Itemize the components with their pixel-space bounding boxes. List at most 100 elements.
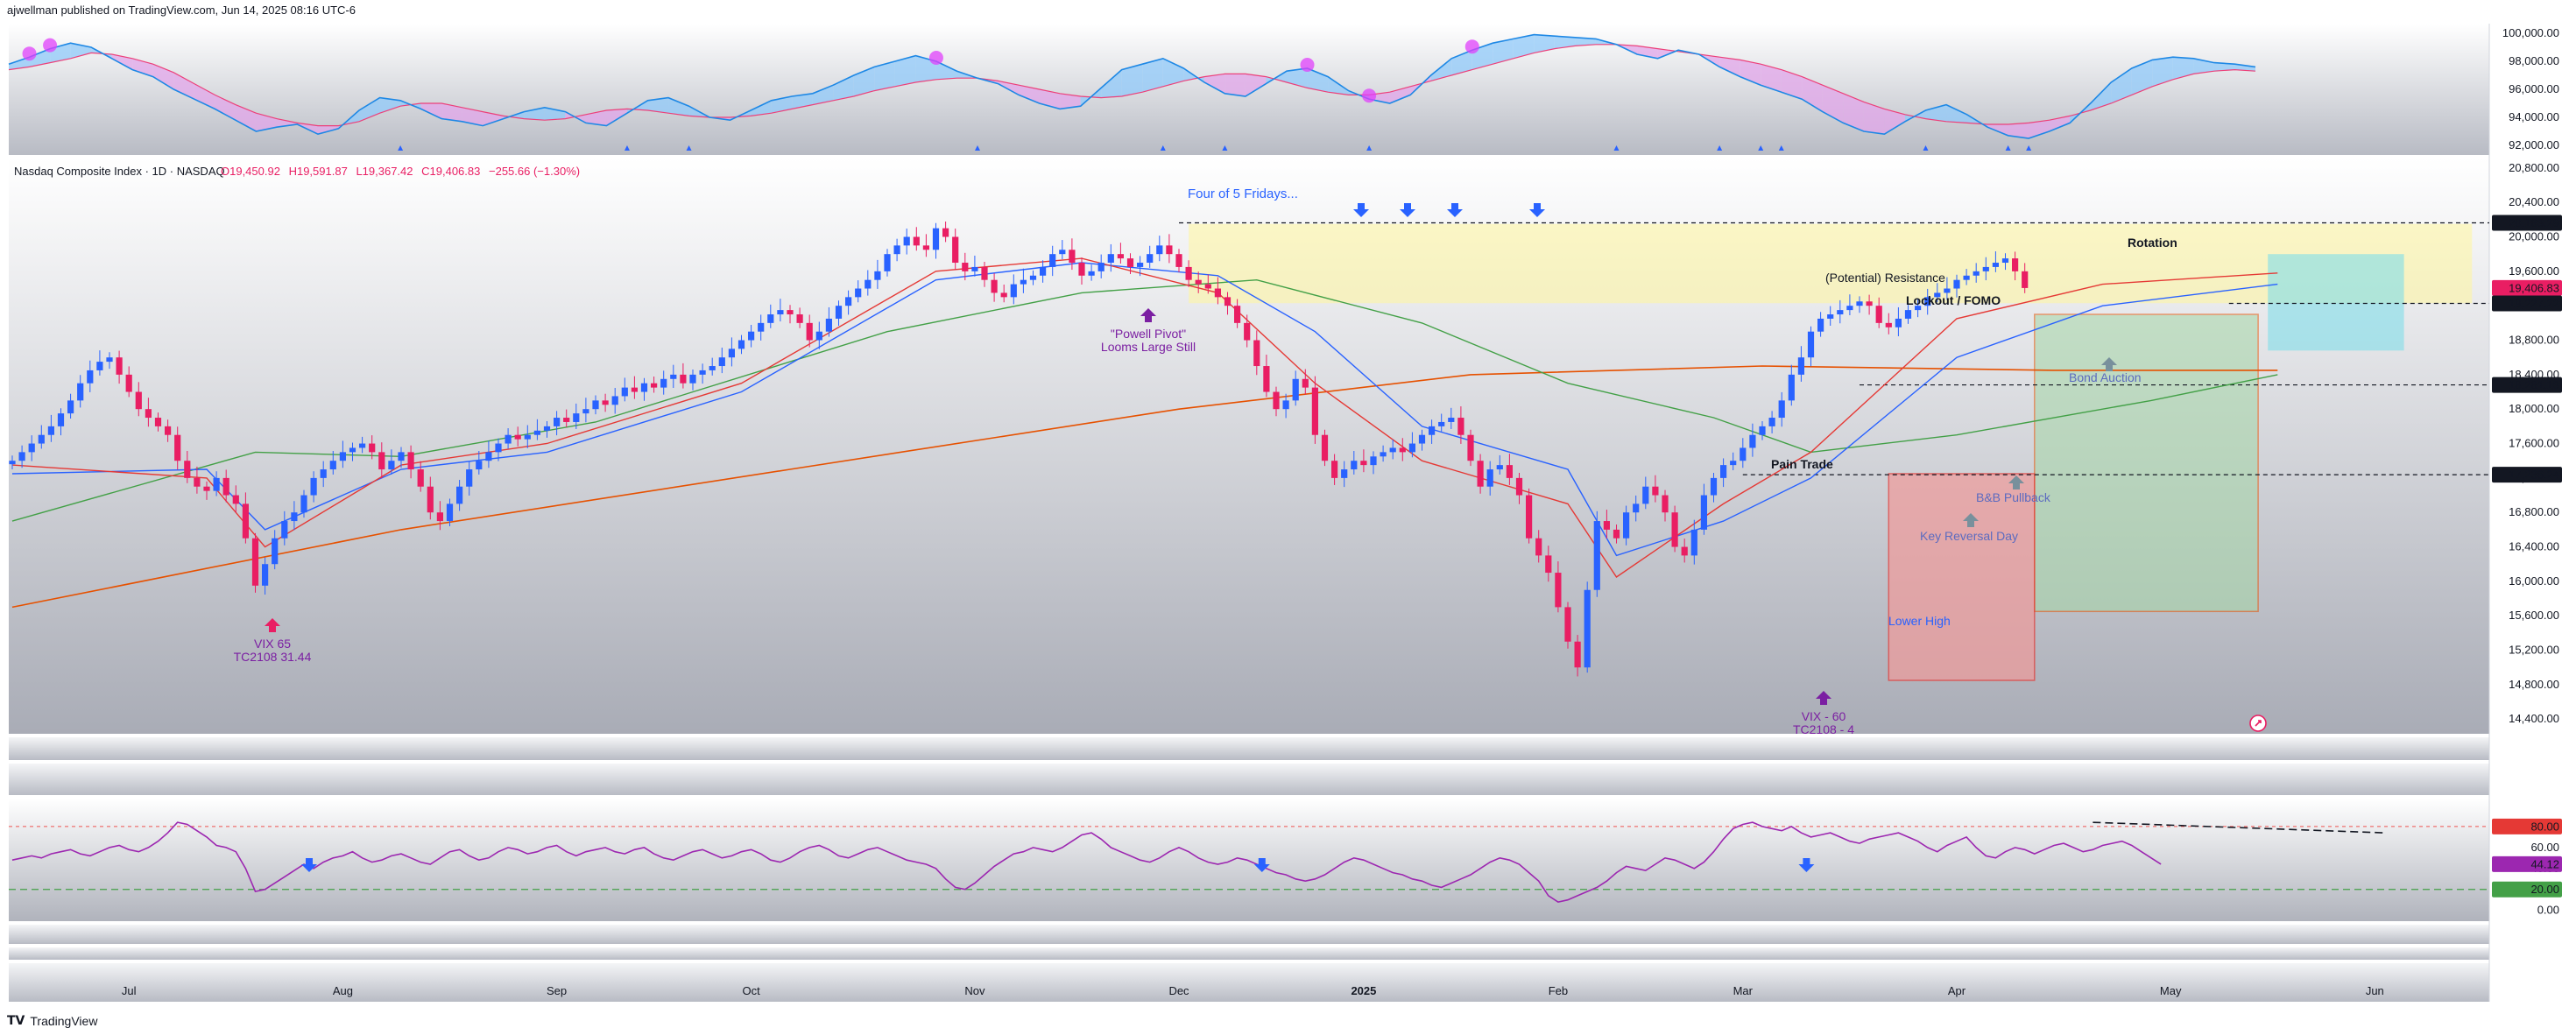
candle-body — [125, 374, 132, 392]
candle-down — [369, 435, 376, 460]
candle-body — [573, 413, 580, 422]
candle-up — [611, 388, 618, 414]
candlestick-series — [9, 222, 2029, 677]
candle-down — [1175, 249, 1182, 272]
cloud-bullish — [1121, 64, 1143, 96]
candle-body — [1331, 461, 1338, 478]
tradingview-logo-icon[interactable]: TV — [7, 1014, 25, 1028]
candle-up — [592, 395, 599, 415]
signal-dot — [1464, 39, 1479, 54]
candle-body — [1827, 314, 1834, 319]
signal-triangle — [624, 145, 630, 151]
candle-up — [1418, 429, 1426, 451]
axis-badge-bg — [2492, 855, 2562, 872]
candle-body — [893, 245, 900, 255]
candle-body — [1963, 275, 1970, 280]
candle-down — [251, 532, 259, 593]
annotation-pain-trade: Pain Trade — [1771, 457, 1833, 471]
candle-body — [1020, 279, 1027, 285]
candle-down — [922, 234, 929, 257]
candle-body — [291, 512, 298, 522]
cloud-bearish — [1245, 74, 1267, 96]
cloud-bullish — [1493, 39, 1514, 65]
cloud-bearish — [606, 109, 627, 126]
candle-up — [777, 299, 784, 322]
candle-body — [777, 310, 784, 315]
candle-body — [505, 434, 512, 444]
candle-body — [1778, 400, 1785, 419]
cloud-bullish — [1513, 34, 1535, 59]
signal-triangle — [1778, 145, 1784, 151]
candle-body — [1195, 279, 1202, 285]
footer-brand[interactable]: TradingView — [30, 1014, 98, 1028]
cloud-bullish — [1534, 34, 1555, 53]
time-axis[interactable]: JulAugSepOctNovDec2025FebMarAprMayJunJul — [122, 984, 2576, 997]
signal-triangle — [398, 145, 404, 151]
candle-up — [1380, 445, 1387, 462]
cloud-bullish — [874, 61, 895, 91]
candle-body — [1496, 465, 1503, 470]
candle-body — [349, 447, 356, 453]
candle-body — [971, 266, 978, 271]
candle-body — [407, 452, 414, 470]
arrow-up-grey — [2101, 357, 2117, 371]
candle-body — [796, 314, 803, 323]
candle-down — [407, 445, 414, 479]
price-axis-tick: 16,400.00 — [2509, 540, 2559, 553]
candle-up — [1730, 452, 1737, 471]
rsi-arrow-down — [301, 858, 317, 872]
candle-body — [378, 452, 385, 470]
rsi-line — [11, 821, 2162, 903]
candle-body — [1915, 306, 1922, 311]
annotation-vix60-1: VIX - 60 — [1802, 709, 1846, 723]
candle-body — [1341, 469, 1348, 478]
axis-badge-label: 20.00 — [2530, 883, 2559, 896]
candle-body — [1010, 284, 1017, 298]
price-axes[interactable]: 100,000.00 98,000.00 96,000.00 94,000.00 92,… — [2492, 26, 2562, 917]
annotation-lockout-fomo: Lockout / FOMO — [1906, 293, 2001, 307]
replay-icon[interactable] — [2249, 715, 2267, 732]
candle-up — [670, 364, 677, 389]
candle-body — [922, 245, 929, 250]
cloud-bullish — [1904, 110, 1926, 122]
candle-body — [1389, 447, 1396, 453]
candle-up — [18, 445, 25, 468]
candle-up — [281, 510, 288, 546]
candle-body — [1788, 374, 1795, 401]
candle-body — [1555, 573, 1562, 608]
candle-body — [640, 383, 648, 392]
candle-body — [1253, 340, 1260, 367]
candle-up — [1963, 269, 1970, 285]
candle-body — [116, 357, 123, 375]
candle-up — [398, 447, 405, 468]
candle-body — [165, 426, 172, 435]
rsi-badge: 80.00 — [2492, 818, 2562, 834]
candle-down — [436, 501, 443, 531]
candle-body — [1126, 258, 1134, 267]
candle-body — [689, 374, 696, 384]
candle-body — [806, 322, 813, 341]
time-axis-label: Feb — [1549, 984, 1568, 997]
candle-up — [640, 377, 648, 401]
candle-up — [1710, 472, 1718, 503]
candle-body — [845, 297, 852, 306]
candle-down — [1506, 454, 1513, 485]
cloud-bullish — [2213, 62, 2235, 72]
signal-triangle — [1160, 145, 1166, 151]
zone-lockout-fomo — [2034, 313, 2259, 613]
candle-body — [1944, 288, 1951, 293]
candle-down — [1331, 454, 1338, 485]
annotation-vix65-1: VIX 65 — [254, 637, 291, 651]
candle-up — [1156, 236, 1163, 262]
candle-up — [738, 334, 745, 355]
axis-badge-label: 44.12 — [2530, 857, 2559, 870]
author-name[interactable]: ajwellman — [7, 4, 58, 17]
arrow-up-grey — [2008, 475, 2024, 489]
candle-body — [582, 409, 589, 414]
candle-body — [1302, 378, 1309, 388]
candle-down — [116, 350, 123, 384]
candle-up — [932, 222, 940, 259]
candle-body — [1040, 266, 1047, 276]
candle-body — [213, 477, 220, 491]
